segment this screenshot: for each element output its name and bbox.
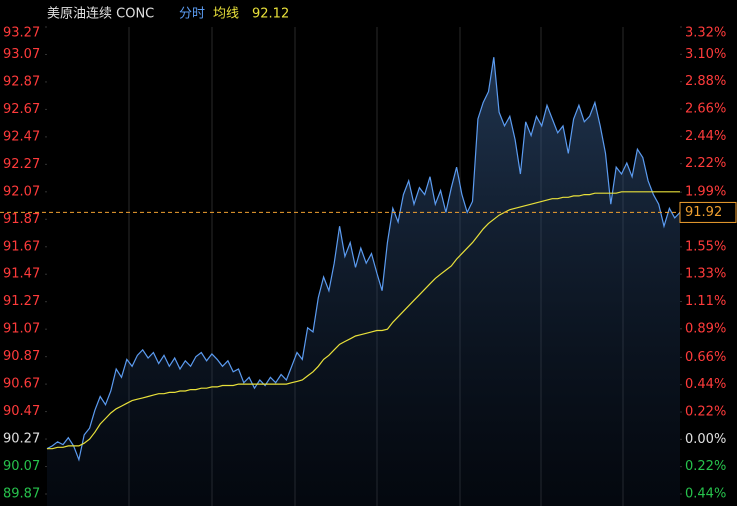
y2-tick-label: 1.11% (685, 294, 726, 309)
y-tick-label: 89.87 (3, 487, 40, 502)
y-tick-label: 92.07 (3, 184, 40, 199)
y2-tick-label: 2.66% (685, 101, 726, 116)
y-tick-label: 92.47 (3, 129, 40, 144)
y2-tick-label: 0.44% (685, 487, 726, 502)
legend-entry: 分时 (179, 7, 205, 22)
average-line (47, 191, 680, 450)
y-tick-label: 92.87 (3, 74, 40, 89)
y2-tick-label: 2.88% (685, 74, 726, 89)
y-tick-label: 92.27 (3, 157, 40, 172)
y-tick-label: 93.07 (3, 47, 40, 62)
last-price-box (679, 201, 737, 223)
y2-tick-label: 0.44% (685, 377, 726, 392)
y2-tick-label: 3.10% (685, 47, 726, 62)
y-tick-label: 90.67 (3, 377, 40, 392)
avg-value: 92.12 (252, 7, 289, 22)
price-line (46, 57, 681, 462)
y-tick-label: 91.07 (3, 322, 40, 337)
y-tick-label: 92.67 (3, 102, 40, 117)
y2-tick-label: 1.33% (685, 267, 726, 282)
y-tick-label: 90.07 (3, 459, 40, 474)
chart-title: 美原油连续 CONC (47, 6, 154, 22)
legend-entry: 均线 (213, 7, 239, 22)
y2-tick-label: 0.00% (685, 432, 726, 447)
y2-tick-label: 0.22% (685, 405, 726, 420)
price-area (47, 57, 680, 506)
y2-tick-label: 2.22% (685, 156, 726, 171)
last-price-label: 91.92 (685, 205, 722, 220)
y2-tick-label: 3.32% (685, 26, 726, 41)
y-tick-label: 91.47 (3, 267, 40, 282)
y-tick-label: 90.27 (3, 432, 40, 447)
y-tick-label: 90.87 (3, 349, 40, 364)
y2-tick-label: 2.44% (685, 129, 726, 144)
y2-tick-label: 0.66% (685, 350, 726, 365)
y2-tick-label: 0.89% (685, 321, 726, 336)
y-tick-label: 93.27 (3, 26, 40, 41)
y-tick-label: 91.67 (3, 239, 40, 254)
y-tick-label: 91.27 (3, 294, 40, 309)
y-tick-label: 90.47 (3, 404, 40, 419)
y2-tick-label: 0.22% (685, 459, 726, 474)
y2-tick-label: 1.55% (685, 239, 726, 254)
y2-tick-label: 1.99% (685, 185, 726, 200)
y-tick-label: 91.87 (3, 212, 40, 227)
